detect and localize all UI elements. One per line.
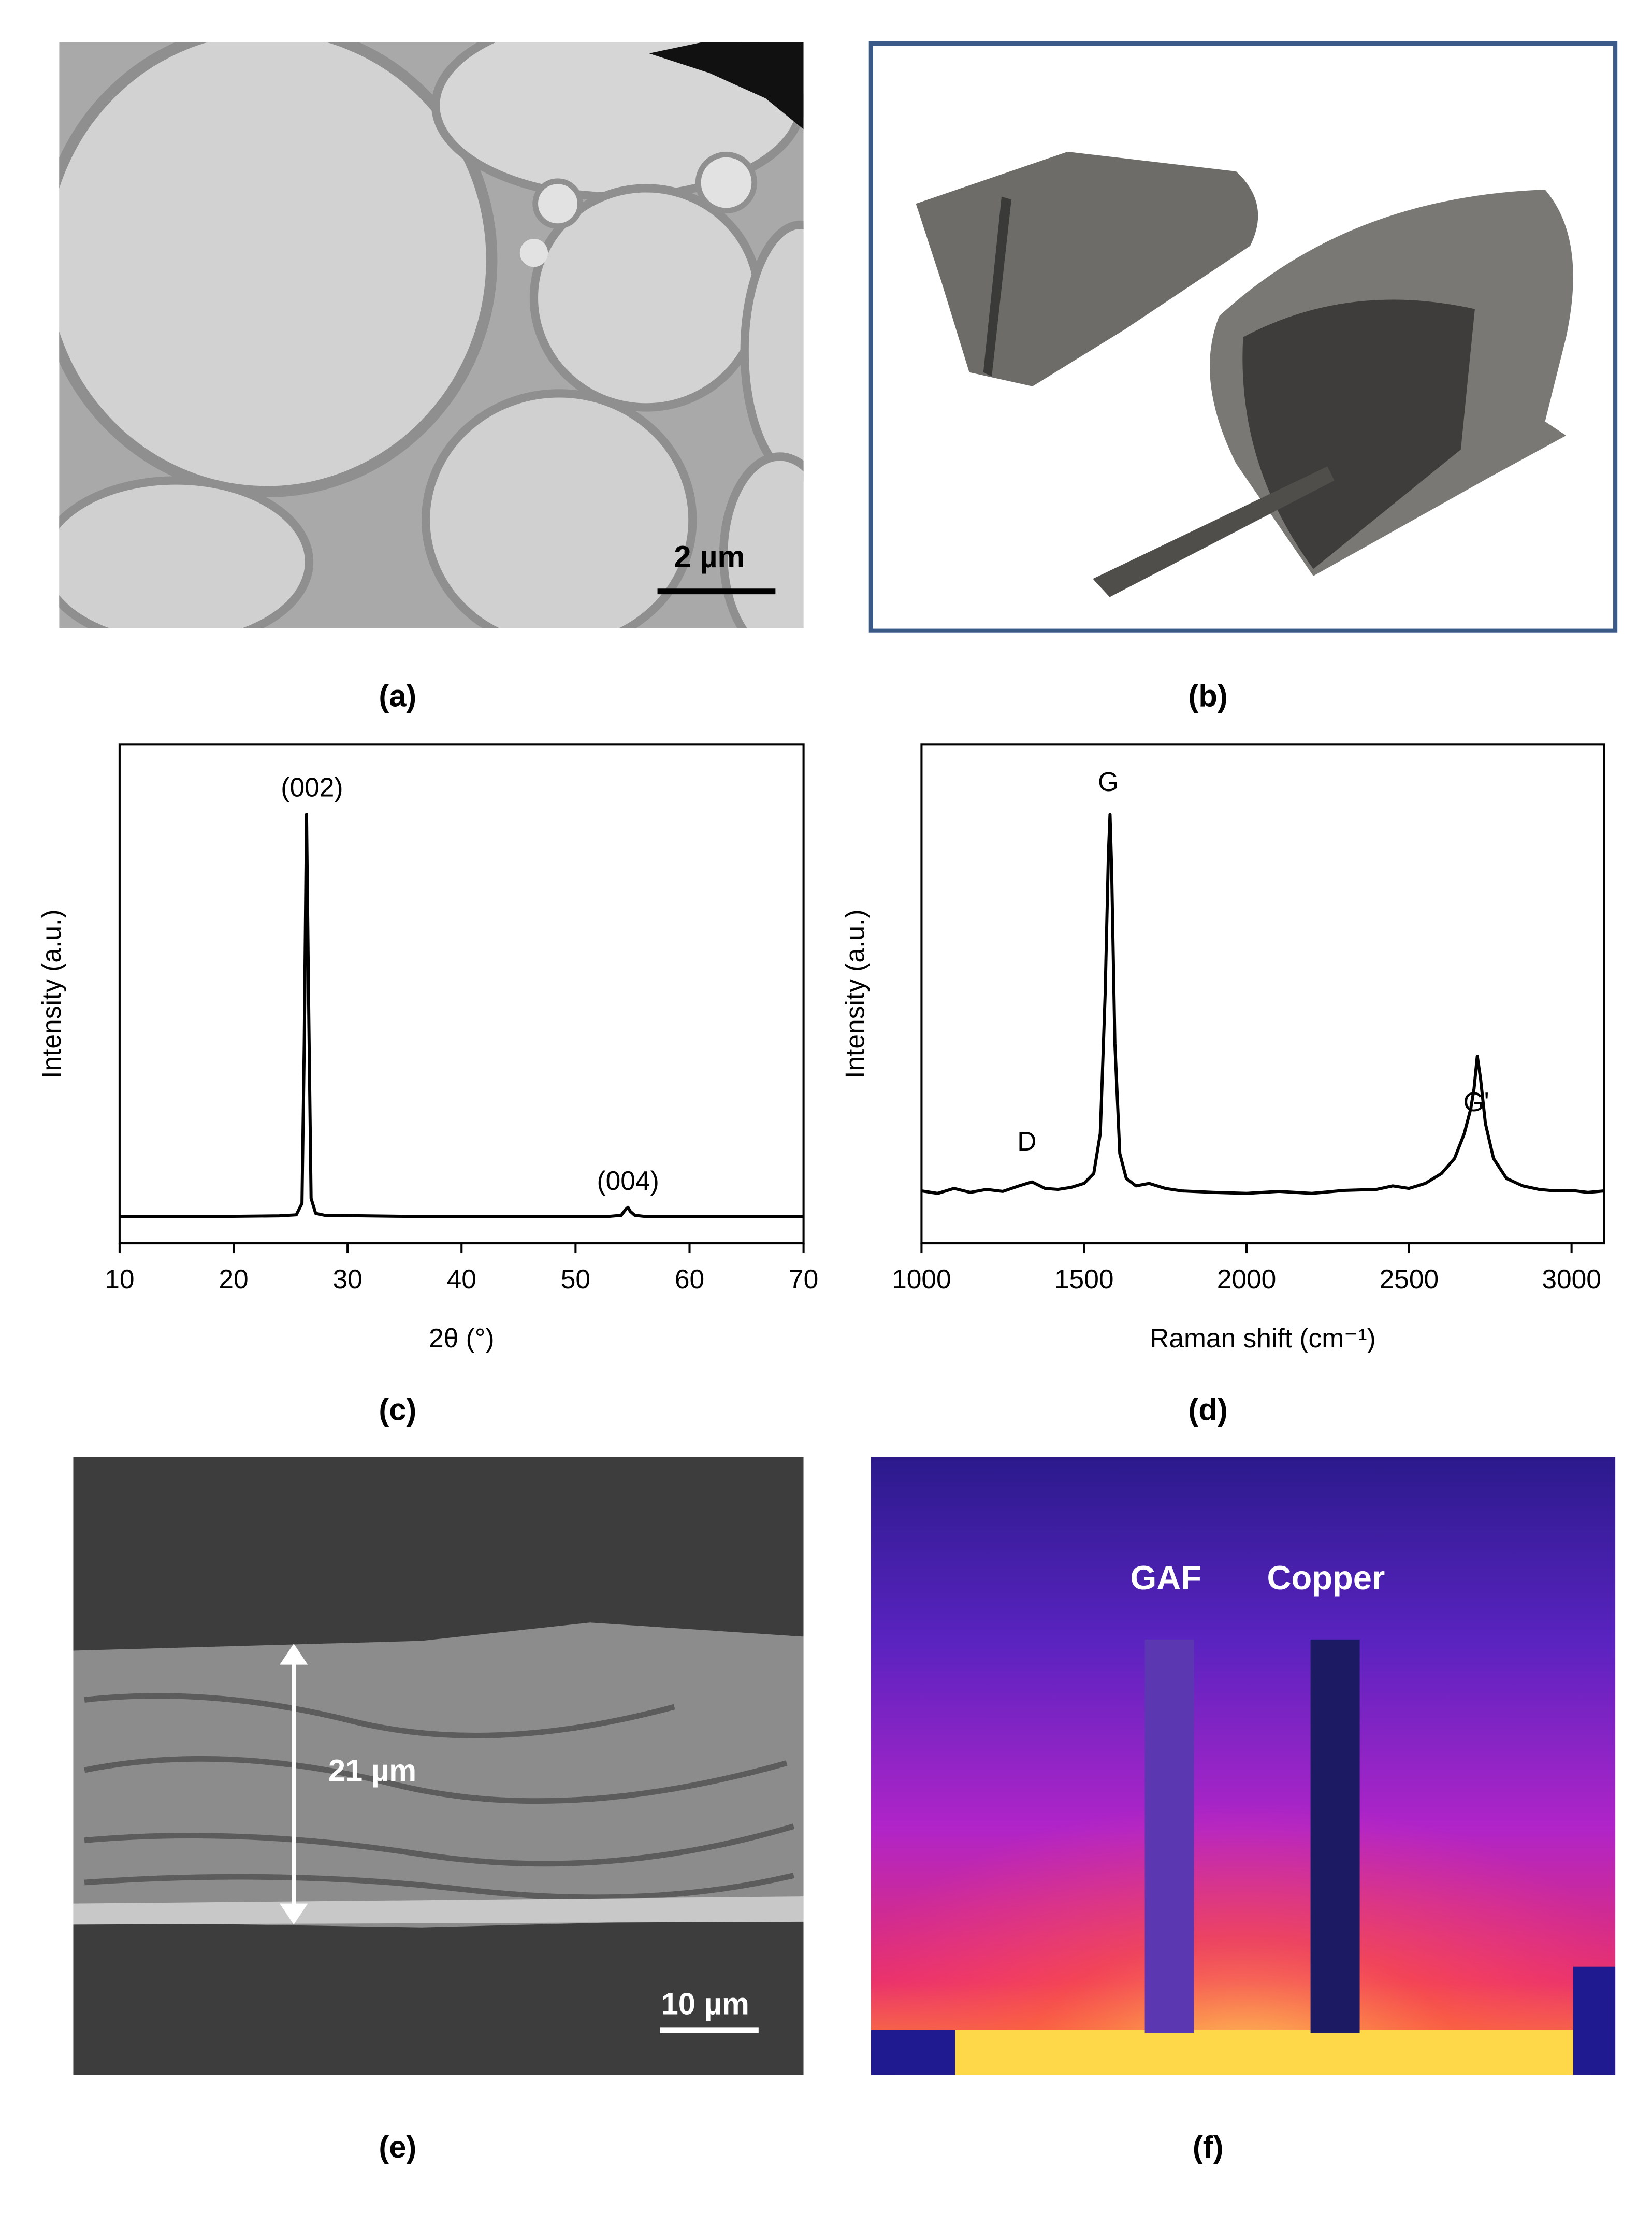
- spectrum-line: [921, 813, 1604, 1195]
- x-tick-label: 1500: [1054, 1264, 1114, 1294]
- plot-frame: [920, 743, 1605, 1245]
- copper-strip: [1310, 1639, 1360, 2033]
- tem-particle: [532, 178, 583, 229]
- x-tick-label: 70: [789, 1264, 818, 1294]
- tem-particle: [422, 389, 697, 628]
- tweezers: [1093, 466, 1335, 597]
- tem-image: 2 µm: [59, 42, 804, 628]
- x-tick-label: 50: [561, 1264, 590, 1294]
- film-texture: [84, 1693, 795, 1901]
- peak-label: G: [1098, 767, 1119, 797]
- peak-label: D: [1017, 1126, 1036, 1156]
- scale-bar-label: 10 µm: [661, 1986, 749, 2021]
- panel-label: (c): [379, 1392, 416, 1427]
- x-axis-label: Raman shift (cm⁻¹): [1150, 1323, 1376, 1353]
- heater-side: [871, 2030, 955, 2075]
- peak-label: (002): [281, 772, 343, 802]
- thickness-label: 21 µm: [328, 1753, 416, 1788]
- x-tick-label: 60: [675, 1264, 704, 1294]
- sem-image: 21 µm 10 µm: [73, 1457, 804, 2075]
- peak-label: G': [1463, 1087, 1489, 1117]
- panel-label: (e): [379, 2130, 416, 2164]
- peak-label: (004): [597, 1166, 659, 1196]
- scale-bar-label: 2 µm: [674, 539, 745, 574]
- tem-particle: [695, 151, 758, 214]
- thermal-hot-zone: [871, 1615, 1616, 2075]
- sample-label: GAF: [1131, 1559, 1201, 1597]
- x-tick-label: 1000: [892, 1264, 951, 1294]
- heater: [871, 2030, 1616, 2075]
- film-edge: [73, 1896, 804, 1925]
- foil-inner: [1242, 299, 1475, 569]
- tem-dark-region: [649, 42, 804, 130]
- x-tick-label: 40: [447, 1264, 476, 1294]
- tem-particle: [59, 42, 498, 497]
- x-tick-label: 10: [105, 1264, 134, 1294]
- tem-particle: [740, 220, 804, 482]
- tem-particle: [519, 239, 548, 267]
- panel-label: (b): [1189, 679, 1228, 713]
- y-axis-label: Intensity (a.u.): [839, 909, 870, 1078]
- x-tick-label: 20: [219, 1264, 248, 1294]
- panel-label: (f): [1193, 2130, 1224, 2164]
- tweezers: [983, 196, 1011, 377]
- tem-particle: [59, 476, 314, 628]
- film-cross-section: [73, 1622, 804, 1928]
- x-tick-label: 2000: [1217, 1264, 1277, 1294]
- sample-label: Copper: [1267, 1559, 1385, 1597]
- x-tick-label: 2500: [1380, 1264, 1439, 1294]
- heater-side: [1573, 1966, 1616, 2075]
- x-tick-label: 3000: [1542, 1264, 1601, 1294]
- panel-label: (a): [379, 679, 416, 713]
- panel-label: (d): [1189, 1392, 1228, 1427]
- spectrum-line: [119, 813, 804, 1218]
- plot-frame: [118, 743, 805, 1245]
- tem-particle: [719, 452, 804, 628]
- x-axis-label: 2θ (°): [429, 1323, 495, 1353]
- y-axis-label: Intensity (a.u.): [36, 909, 66, 1078]
- x-tick-label: 30: [332, 1264, 362, 1294]
- gaf-strip: [1144, 1639, 1194, 2033]
